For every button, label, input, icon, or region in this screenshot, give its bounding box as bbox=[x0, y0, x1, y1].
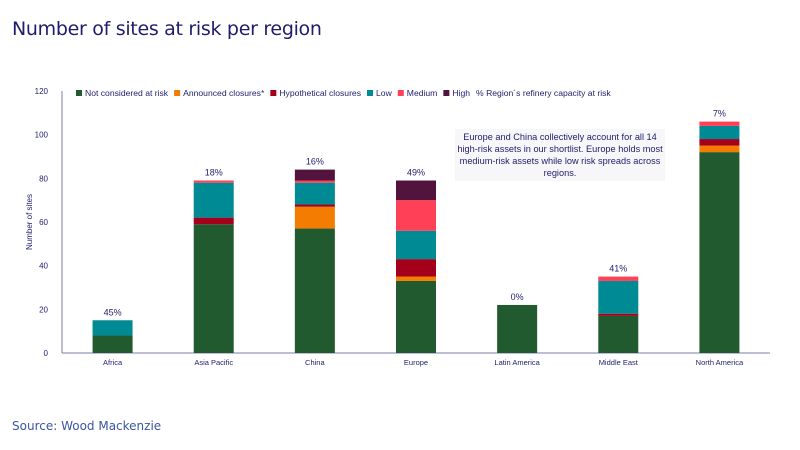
legend-swatch bbox=[367, 90, 374, 96]
legend-label: Announced closures* bbox=[183, 88, 265, 98]
bar-segment bbox=[598, 315, 639, 353]
bar-segment bbox=[497, 304, 538, 353]
bar-segment bbox=[699, 125, 740, 140]
pct-data-label: 45% bbox=[104, 307, 122, 317]
x-tick-label: Middle East bbox=[599, 358, 639, 367]
pct-data-label: 0% bbox=[511, 292, 524, 302]
legend-label: Low bbox=[376, 88, 393, 98]
legend-label: % Region´s refinery capacity at risk bbox=[476, 88, 611, 98]
pct-data-label: 16% bbox=[306, 157, 324, 167]
y-tick-label: 80 bbox=[39, 174, 48, 183]
bar-segment bbox=[396, 230, 436, 260]
bar-segment bbox=[294, 206, 335, 229]
bar-segment bbox=[598, 313, 639, 316]
bar-segment bbox=[396, 200, 436, 231]
x-tick-label: China bbox=[305, 358, 325, 367]
y-axis-label: Number of sites bbox=[25, 194, 34, 250]
legend-label: Hypothetical closures bbox=[279, 88, 361, 98]
pct-data-label: 18% bbox=[205, 168, 223, 178]
bar-segment bbox=[294, 228, 335, 353]
chart-title: Number of sites at risk per region bbox=[12, 18, 322, 40]
y-tick-label: 100 bbox=[35, 131, 49, 140]
legend-swatch bbox=[397, 90, 404, 96]
bar-segment bbox=[396, 280, 436, 353]
source-note: Source: Wood Mackenzie bbox=[12, 419, 162, 433]
bar-segment bbox=[699, 139, 740, 146]
bar-segment bbox=[598, 280, 639, 314]
x-tick-label: Africa bbox=[103, 358, 123, 367]
legend-swatch bbox=[443, 90, 450, 96]
bar-segment bbox=[396, 259, 436, 277]
bar-segment bbox=[396, 276, 436, 281]
y-tick-label: 0 bbox=[44, 349, 49, 358]
pct-data-label: 41% bbox=[609, 264, 627, 274]
pct-data-label: 7% bbox=[713, 109, 726, 119]
annotation: Europe and China collectively account fo… bbox=[455, 129, 665, 181]
bar-segment bbox=[294, 180, 335, 183]
bar-segment bbox=[598, 276, 639, 281]
y-tick-label: 20 bbox=[39, 305, 48, 314]
y-tick-label: 40 bbox=[39, 262, 48, 271]
bar-segment bbox=[193, 217, 234, 225]
bar-segment bbox=[294, 169, 335, 181]
bar-segment bbox=[699, 152, 740, 353]
y-tick-label: 60 bbox=[39, 218, 48, 227]
bar-segment bbox=[294, 204, 335, 207]
x-tick-label: Latin America bbox=[494, 358, 540, 367]
bar-segment bbox=[193, 180, 234, 183]
legend-label: Not considered at risk bbox=[85, 88, 169, 98]
y-tick-label: 120 bbox=[35, 87, 49, 96]
bar-segment bbox=[193, 224, 234, 353]
bar-segment bbox=[193, 182, 234, 218]
x-tick-label: Europe bbox=[404, 358, 428, 367]
bar-segment bbox=[396, 180, 436, 201]
bar-segment bbox=[92, 335, 133, 353]
legend-label: Medium bbox=[407, 88, 438, 98]
bar-segment bbox=[92, 320, 133, 336]
x-tick-label: North America bbox=[696, 358, 744, 367]
pct-data-label: 49% bbox=[407, 168, 425, 178]
legend-swatch bbox=[76, 90, 82, 96]
legend-swatch bbox=[174, 90, 181, 96]
bar-segment bbox=[699, 121, 740, 126]
legend-swatch bbox=[270, 90, 277, 96]
legend-label: High bbox=[452, 88, 470, 98]
bar-segment bbox=[699, 145, 740, 153]
bar-segment bbox=[294, 182, 335, 205]
x-tick-label: Asia Pacific bbox=[194, 358, 233, 367]
